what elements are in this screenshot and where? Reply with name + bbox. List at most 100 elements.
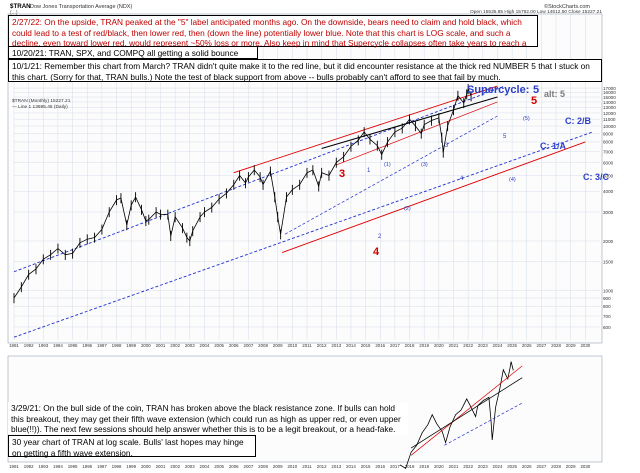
x-tick-label: 2012 — [317, 343, 327, 348]
wave-3-label: 3 — [445, 143, 449, 149]
x-tick-label: 2026 — [522, 464, 532, 469]
source-badge: ©StockCharts.com — [544, 3, 590, 10]
x-tick-label: 2008 — [258, 464, 268, 469]
y-tick-label: 900 — [603, 296, 611, 301]
inset-red-line — [410, 365, 523, 456]
x-tick-label: 2013 — [331, 343, 341, 348]
x-tick-label: 2009 — [273, 464, 283, 469]
x-tick-label: 2021 — [449, 343, 459, 348]
lower-red-line — [281, 141, 586, 253]
upper-blue-channel — [13, 85, 505, 273]
note-30-year-text: 30 year chart of TRAN at log scale. Bull… — [12, 437, 244, 458]
x-tick-label: 2010 — [287, 464, 297, 469]
wave-p1-label: (1) — [384, 162, 391, 168]
x-tick-label: 2024 — [493, 464, 503, 469]
x-tick-label: 2018 — [405, 343, 415, 348]
x-tick-label: 1995 — [68, 343, 78, 348]
x-tick-label: 2000 — [141, 343, 151, 348]
x-tick-label: 1991 — [9, 464, 19, 469]
y-tick-label: 1000 — [603, 288, 614, 293]
x-axis-ticks: 1991 1991 1992 1992 1993 1993 1994 1994 1995 1995… — [9, 343, 591, 469]
timeline-label: (...) — [10, 10, 18, 16]
x-tick-label: 2018 — [405, 464, 415, 469]
x-tick-label: 2011 — [302, 464, 312, 469]
x-tick-label: 2024 — [493, 343, 503, 348]
x-tick-label: 2004 — [200, 343, 210, 348]
y-tick-label: 14000 — [603, 100, 616, 105]
y-tick-label: 8000 — [603, 140, 614, 145]
x-tick-label: 2023 — [478, 464, 488, 469]
wave-p3-label: (3) — [421, 162, 428, 168]
x-tick-label: 2015 — [361, 343, 371, 348]
upper-red-line — [233, 85, 498, 174]
legend-line: — Line 1 13695.46 (Daily) — [12, 104, 68, 110]
x-tick-label: 1992 — [24, 343, 34, 348]
y-tick-label: 15000 — [603, 95, 616, 100]
x-tick-label: 2014 — [346, 464, 356, 469]
x-tick-label: 2012 — [317, 464, 327, 469]
note-2-27-22: 2/27/22: On the upside, TRAN peaked at t… — [8, 15, 538, 59]
supercycle-label: Supercycle: — [467, 84, 529, 96]
instrument-name: Dow Jones Transportation Average (NDX) — [30, 4, 132, 10]
y-tick-label: 17000 — [603, 86, 616, 91]
x-tick-label: 2015 — [361, 464, 371, 469]
legend-price: $TRAN (Monthly) 15227.21 — [12, 98, 71, 104]
ohlc-readout: Open 15535.85 High 15762.00 Low 14612.50… — [470, 9, 602, 15]
x-tick-label: 1993 — [38, 343, 48, 348]
red-5-label: 5 — [531, 95, 537, 107]
inner-blue-line — [284, 115, 498, 235]
x-tick-label: 2009 — [273, 343, 283, 348]
x-tick-label: 1992 — [24, 464, 34, 469]
x-tick-label: 2020 — [434, 343, 444, 348]
red-black-line — [336, 101, 498, 166]
x-tick-label: 2007 — [244, 343, 254, 348]
x-tick-label: 2022 — [463, 464, 473, 469]
x-tick-label: 2025 — [507, 464, 517, 469]
c-3c-label: C: 3/C — [583, 172, 610, 182]
x-tick-label: 2025 — [507, 343, 517, 348]
x-tick-label: 2008 — [258, 343, 268, 348]
y-tick-label: 13000 — [603, 105, 616, 110]
x-tick-label: 2006 — [229, 343, 239, 348]
wave-2-label: 2 — [378, 234, 382, 240]
x-tick-label: 2003 — [185, 464, 195, 469]
x-tick-label: 2005 — [214, 343, 224, 348]
x-tick-label: 2030 — [580, 343, 590, 348]
y-tick-label: 11000 — [603, 117, 616, 122]
y-tick-label: 1500 — [603, 259, 614, 264]
x-tick-label: 2002 — [170, 464, 180, 469]
x-tick-label: 2002 — [170, 343, 180, 348]
red-3-label: 3 — [339, 168, 345, 180]
x-tick-label: 1993 — [38, 464, 48, 469]
x-tick-label: 2016 — [375, 343, 385, 348]
wave-p4-label: (4) — [509, 177, 516, 183]
x-tick-label: 2022 — [463, 343, 473, 348]
x-tick-label: 1997 — [97, 464, 107, 469]
y-tick-label: 6000 — [603, 160, 614, 165]
y-tick-label: 10000 — [603, 124, 616, 129]
x-tick-label: 1998 — [112, 343, 122, 348]
lower-blue-channel — [13, 131, 593, 338]
note-30-year: 30 year chart of TRAN at log scale. Bull… — [8, 435, 256, 458]
y-tick-label: 9000 — [603, 131, 614, 136]
note-10-20-21: 10/20/21: TRAN, SPX, and COMPQ all getti… — [8, 46, 258, 69]
y-tick-label: 16000 — [603, 90, 616, 95]
wave-1-label: 1 — [367, 168, 371, 174]
x-tick-label: 1999 — [126, 343, 136, 348]
wave-5-label: 5 — [503, 134, 507, 140]
y-tick-label: 700 — [603, 314, 611, 319]
x-tick-label: 1995 — [68, 464, 78, 469]
x-tick-label: 2001 — [156, 464, 166, 469]
x-tick-label: 1994 — [53, 343, 63, 348]
x-tick-label: 2029 — [566, 343, 576, 348]
x-tick-label: 2019 — [419, 343, 429, 348]
red-4-label: 4 — [373, 246, 380, 258]
x-tick-label: 1997 — [97, 343, 107, 348]
x-tick-label: 2007 — [244, 464, 254, 469]
x-tick-label: 2005 — [214, 464, 224, 469]
x-tick-label: 2023 — [478, 343, 488, 348]
x-tick-label: 1996 — [82, 464, 92, 469]
inset-black-line — [410, 377, 523, 449]
